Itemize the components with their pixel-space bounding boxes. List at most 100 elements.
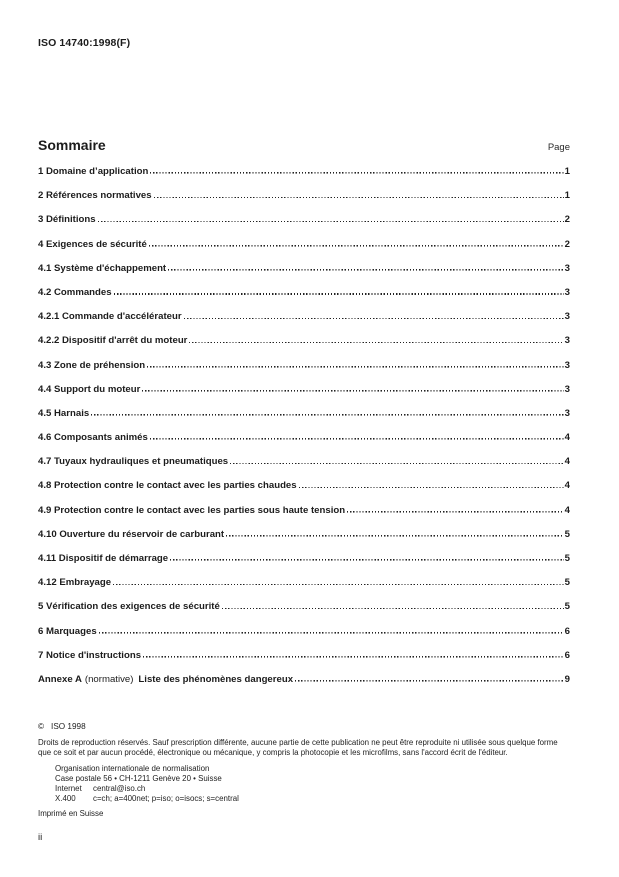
toc-entry-label: 4.7 Tuyaux hydrauliques et pneumatiques xyxy=(38,456,229,468)
toc-entry-page: 2 xyxy=(564,238,570,250)
toc-entry: 3 Définitions 2 xyxy=(38,214,570,225)
toc-entry-label: 4.9 Protection contre le contact avec le… xyxy=(38,504,346,516)
toc-entry-label: 4 Exigences de sécurité xyxy=(38,238,147,250)
toc-entry-label: 4.2.2 Dispositif d'arrêt du moteur xyxy=(38,335,188,347)
dot-leader xyxy=(183,317,564,320)
toc-entry-page: 3 xyxy=(564,262,570,274)
toc-entry-label: 7 Notice d'instructions xyxy=(38,649,142,661)
toc-entry: 4.4 Support du moteur 3 xyxy=(38,384,570,395)
toc-entry: 4.2.1 Commande d'accélérateur 3 xyxy=(38,311,570,322)
dot-leader xyxy=(142,390,564,392)
toc-entry-label: 4.6 Composants animés xyxy=(38,432,148,444)
dot-leader xyxy=(113,583,564,586)
annexe-label-bold: Annexe A xyxy=(38,673,82,685)
toc-entry-page: 3 xyxy=(564,359,570,371)
toc-entry-label: 4.1 Système d'échappement xyxy=(38,262,167,274)
printed-in: Imprimé en Suisse xyxy=(38,809,104,818)
publisher-org: Organisation internationale de normalisa… xyxy=(55,764,210,773)
page-number: ii xyxy=(38,832,43,843)
toc-entry-label: 4.4 Support du moteur xyxy=(38,383,141,395)
toc-entry-label: 6 Marquages xyxy=(38,625,97,637)
toc-entry-page: 6 xyxy=(564,625,570,637)
toc-entry-page: 4 xyxy=(564,432,570,444)
document-reference: ISO 14740:1998(F) xyxy=(38,37,131,49)
toc-list: 1 Domaine d’application 1 2 Références no… xyxy=(38,166,570,685)
toc-entry-label: 4.12 Embrayage xyxy=(38,577,112,589)
toc-entry-page: 5 xyxy=(564,553,570,564)
toc-header: Sommaire Page xyxy=(38,137,570,153)
dot-leader xyxy=(97,220,564,223)
toc-entry-label: 5 Vérification des exigences de sécurité xyxy=(38,601,220,613)
toc-entry: 4.11 Dispositif de démarrage 5 xyxy=(38,553,570,564)
dot-leader xyxy=(170,559,564,561)
toc-entry-page: 1 xyxy=(564,190,570,202)
toc-entry: 2 Références normatives 1 xyxy=(38,190,570,201)
toc-entry-page: 9 xyxy=(564,673,570,685)
dot-leader xyxy=(230,462,564,465)
publisher-postal: Case postale 56 • CH-1211 Genève 20 • Su… xyxy=(55,774,222,783)
copyright-footer: © ISO 1998 Droits de reproduction réservé… xyxy=(38,722,570,819)
toc-entry: 4.1 Système d'échappement 3 xyxy=(38,263,570,274)
toc-entry-label: 4.10 Ouverture du réservoir de carburant xyxy=(38,528,225,540)
toc-entry: 4.6 Composants animés 4 xyxy=(38,432,570,443)
toc-entry-label: 4.2 Commandes xyxy=(38,286,112,298)
toc-entry-page: 4 xyxy=(564,480,570,492)
toc-entry-label: 4.2.1 Commande d'accélérateur xyxy=(38,311,182,323)
toc-entry-label: 2 Références normatives xyxy=(38,190,152,202)
toc-entry-page: 2 xyxy=(564,214,570,226)
toc-entry-page: 3 xyxy=(564,383,570,395)
toc-entry-annexe: Annexe A (normative) Liste des phénomènes … xyxy=(38,674,570,685)
annexe-title-bold: Liste des phénomènes dangereux xyxy=(138,673,294,685)
toc-entry: 5 Vérification des exigences de sécurité… xyxy=(38,601,570,612)
rights-notice: Droits de reproduction réservés. Sauf pr… xyxy=(38,738,558,757)
toc-title: Sommaire xyxy=(38,137,106,153)
dot-leader xyxy=(149,438,564,441)
toc-entry-page: 3 xyxy=(564,311,570,323)
toc-entry-page: 6 xyxy=(564,649,570,661)
toc-entry-page: 5 xyxy=(564,601,570,613)
toc-entry: 4.3 Zone de préhension 3 xyxy=(38,360,570,371)
toc-entry-page: 4 xyxy=(564,504,570,516)
dot-leader xyxy=(147,365,564,368)
dot-leader xyxy=(153,196,564,199)
toc-entry: 4.2 Commandes 3 xyxy=(38,287,570,298)
x400-value: c=ch; a=400net; p=iso; o=isocs; s=centra… xyxy=(93,794,239,803)
toc-entry: 4.9 Protection contre le contact avec le… xyxy=(38,505,570,516)
toc-entry-label: 4.8 Protection contre le contact avec le… xyxy=(38,480,297,492)
dot-leader xyxy=(98,631,564,634)
copyright-symbol: © xyxy=(38,722,45,731)
toc-entry-label: 4.11 Dispositif de démarrage xyxy=(38,553,169,564)
dot-leader xyxy=(221,607,564,610)
toc-entry-page: 4 xyxy=(564,456,570,468)
dot-leader xyxy=(226,535,564,537)
internet-label: Internet xyxy=(55,784,82,793)
toc-entry-label: 4.3 Zone de préhension xyxy=(38,359,146,371)
toc-entry-page: 1 xyxy=(564,166,570,177)
toc-entry-page: 3 xyxy=(564,407,570,419)
publisher-internet: Internet central@iso.ch xyxy=(55,784,570,794)
copyright-text: ISO 1998 xyxy=(51,722,86,731)
toc-entry: 7 Notice d'instructions 6 xyxy=(38,650,570,661)
toc-entry-page: 3 xyxy=(564,286,570,298)
toc-entry-page: 3 xyxy=(564,335,570,347)
toc-page-column-label: Page xyxy=(547,142,570,153)
dot-leader xyxy=(295,680,564,682)
internet-value: central@iso.ch xyxy=(93,784,146,793)
toc-entry: 4.5 Harnais 3 xyxy=(38,408,570,419)
toc-entry-page: 5 xyxy=(564,577,570,589)
dot-leader xyxy=(168,269,564,271)
dot-leader xyxy=(189,341,564,344)
toc-entry: 4.12 Embrayage 5 xyxy=(38,577,570,588)
dot-leader xyxy=(91,414,564,416)
toc-entry-label: 4.5 Harnais xyxy=(38,407,90,419)
dot-leader xyxy=(347,511,564,513)
annexe-label-normal: (normative) xyxy=(84,673,134,685)
toc-entry-label: 3 Définitions xyxy=(38,214,96,226)
toc-entry: 4 Exigences de sécurité 2 xyxy=(38,239,570,250)
toc-entry-page: 5 xyxy=(564,528,570,540)
dot-leader xyxy=(148,244,564,247)
copyright-line: © ISO 1998 xyxy=(38,722,570,732)
toc-entry: 4.7 Tuyaux hydrauliques et pneumatiques 4 xyxy=(38,456,570,467)
toc-entry: 4.8 Protection contre le contact avec le… xyxy=(38,480,570,491)
